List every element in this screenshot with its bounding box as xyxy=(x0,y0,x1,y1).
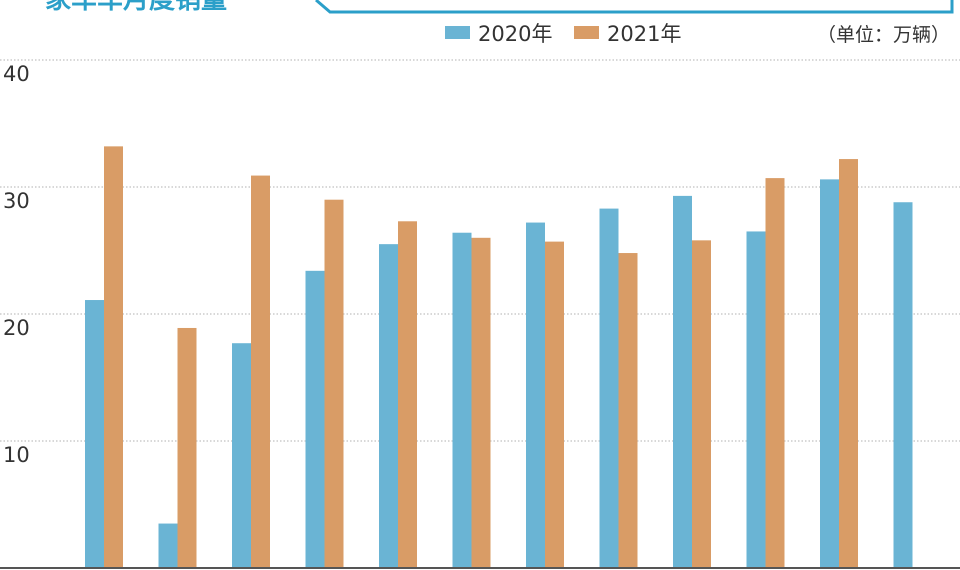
y-tick-label: 30 xyxy=(3,189,30,213)
y-tick-label: 40 xyxy=(3,62,30,86)
legend-swatch-2020 xyxy=(445,26,470,39)
y-axis-ticks: 10 20 30 40 xyxy=(3,62,30,467)
legend-swatch-2021 xyxy=(574,26,599,39)
bar-2020-2 xyxy=(158,523,178,568)
bar-2020-4 xyxy=(305,270,325,568)
y-tick-label: 20 xyxy=(3,316,30,340)
bar-2021-2 xyxy=(177,327,197,568)
bar-2021-5 xyxy=(398,221,417,569)
bar-2021-4 xyxy=(324,199,344,568)
bar-2020-3 xyxy=(232,343,251,568)
bar-2020-12 xyxy=(893,202,913,569)
bar-2020-6 xyxy=(452,232,472,568)
bar-2021-11 xyxy=(839,159,858,568)
y-tick-label: 10 xyxy=(3,443,30,467)
bar-2021-1 xyxy=(104,146,123,569)
bar-2021-3 xyxy=(251,175,270,568)
chart-title: 家车车月度销量 xyxy=(45,0,227,15)
bars xyxy=(85,146,913,569)
bar-2020-9 xyxy=(673,195,692,568)
bar-2021-9 xyxy=(692,240,711,568)
legend-label-2021: 2021年 xyxy=(607,22,681,46)
legend-label-2020: 2020年 xyxy=(478,22,552,46)
bar-2020-11 xyxy=(820,179,839,568)
title-banner-line xyxy=(315,0,954,14)
bar-2021-6 xyxy=(471,237,491,569)
bar-2020-8 xyxy=(599,208,619,568)
legend: 2020年 2021年 （单位：万辆） xyxy=(445,22,950,46)
bar-2021-10 xyxy=(765,178,785,569)
bar-2020-5 xyxy=(379,244,398,568)
unit-label: （单位：万辆） xyxy=(817,24,950,46)
bar-2020-7 xyxy=(526,222,545,568)
title-banner: 家车车月度销量 xyxy=(45,0,954,15)
bar-2021-8 xyxy=(618,253,638,569)
bar-2020-10 xyxy=(746,231,766,568)
bar-2020-1 xyxy=(85,300,104,568)
bar-2021-7 xyxy=(545,241,564,569)
